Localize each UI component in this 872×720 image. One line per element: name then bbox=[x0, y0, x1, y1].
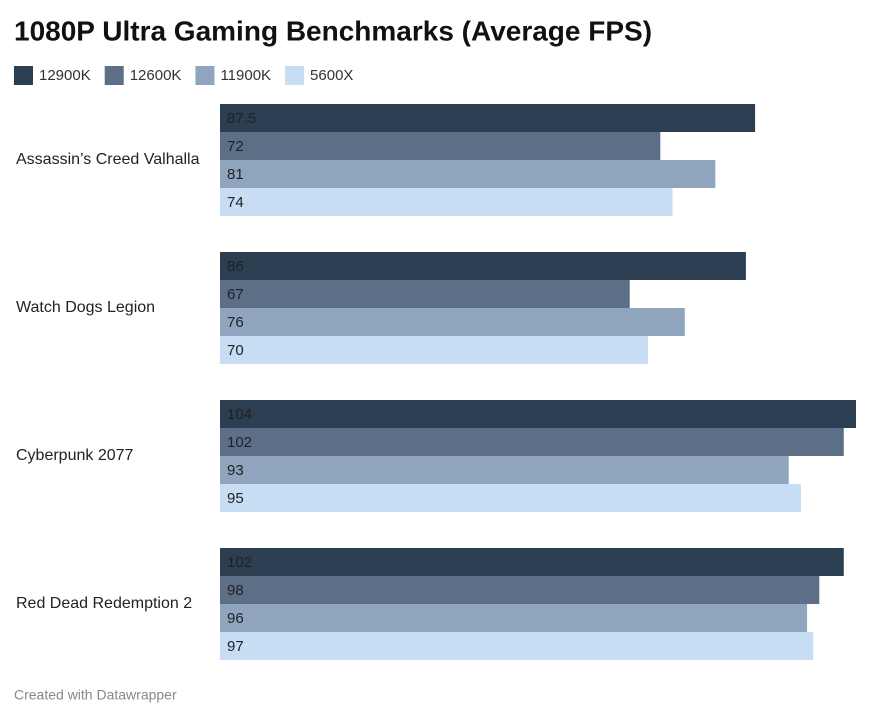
value-label: 98 bbox=[227, 582, 244, 599]
bar bbox=[220, 308, 685, 336]
value-label: 96 bbox=[227, 610, 244, 627]
value-label: 104 bbox=[227, 406, 252, 423]
value-label: 97 bbox=[227, 638, 244, 655]
value-label: 70 bbox=[227, 342, 244, 359]
value-label: 72 bbox=[227, 138, 244, 155]
legend-swatch bbox=[104, 66, 124, 85]
bar bbox=[220, 428, 844, 456]
bar bbox=[220, 252, 746, 280]
bar bbox=[220, 280, 630, 308]
legend-swatch bbox=[195, 66, 215, 85]
bar bbox=[220, 104, 756, 132]
bar bbox=[220, 632, 814, 660]
value-label: 95 bbox=[227, 490, 244, 507]
value-label: 67 bbox=[227, 286, 244, 303]
bar bbox=[220, 160, 716, 188]
value-label: 74 bbox=[227, 194, 244, 211]
credit: Created with Datawrapper bbox=[14, 687, 177, 703]
legend-swatch bbox=[14, 66, 33, 85]
legend-label: 5600X bbox=[310, 67, 353, 84]
bar bbox=[220, 336, 649, 364]
category-label: Cyberpunk 2077 bbox=[16, 447, 134, 464]
value-label: 93 bbox=[227, 462, 244, 479]
category-label: Assassin’s Creed Valhalla bbox=[16, 151, 200, 168]
bar bbox=[220, 548, 844, 576]
bar bbox=[220, 400, 856, 428]
value-label: 86 bbox=[227, 258, 244, 275]
value-label: 102 bbox=[227, 434, 252, 451]
value-label: 87.5 bbox=[227, 110, 256, 127]
bar bbox=[220, 188, 673, 216]
value-label: 81 bbox=[227, 166, 244, 183]
bar bbox=[220, 484, 801, 512]
bar bbox=[220, 576, 820, 604]
chart-title: 1080P Ultra Gaming Benchmarks (Average F… bbox=[14, 15, 652, 46]
legend-label: 12900K bbox=[39, 67, 91, 84]
category-label: Watch Dogs Legion bbox=[16, 299, 155, 316]
legend-label: 11900K bbox=[220, 67, 271, 84]
value-label: 76 bbox=[227, 314, 244, 331]
bar bbox=[220, 604, 808, 632]
legend-swatch bbox=[285, 66, 305, 85]
category-label: Red Dead Redemption 2 bbox=[16, 595, 192, 612]
bar bbox=[220, 132, 661, 160]
legend-label: 12600K bbox=[130, 67, 182, 84]
bar bbox=[220, 456, 789, 484]
value-label: 102 bbox=[227, 554, 252, 571]
